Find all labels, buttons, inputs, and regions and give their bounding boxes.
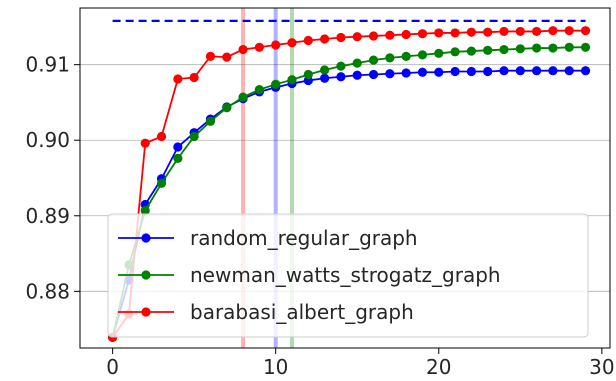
y-tick-label: 0.88 xyxy=(25,279,70,303)
x-tick-label: 0 xyxy=(106,355,119,379)
data-point xyxy=(287,38,297,48)
data-point xyxy=(189,131,199,142)
data-point xyxy=(352,70,362,80)
data-point xyxy=(336,32,346,43)
data-point xyxy=(173,74,183,84)
data-point xyxy=(564,26,574,36)
data-point xyxy=(401,51,411,61)
data-point xyxy=(254,42,264,52)
data-point xyxy=(320,34,330,44)
axis-ticks: 0.88 0.89 0.90 0.91 0 10 20 30 xyxy=(25,53,614,379)
data-point xyxy=(156,131,167,142)
data-point xyxy=(434,48,444,58)
data-point xyxy=(499,26,509,37)
data-point xyxy=(466,66,476,77)
data-point xyxy=(532,26,542,37)
data-point xyxy=(352,58,362,68)
data-point xyxy=(336,61,346,71)
y-tick-label: 0.90 xyxy=(25,128,70,152)
plot-frame xyxy=(79,7,611,349)
data-point xyxy=(173,142,183,152)
data-point xyxy=(564,42,574,52)
data-point xyxy=(499,66,509,76)
data-point xyxy=(434,28,444,38)
data-point xyxy=(450,28,460,38)
data-point xyxy=(254,85,264,95)
x-tick-label: 30 xyxy=(589,355,614,379)
data-point xyxy=(271,79,281,89)
data-point xyxy=(532,66,542,76)
data-point xyxy=(271,40,281,50)
data-point xyxy=(189,72,199,83)
legend-item: random_regular_graph xyxy=(118,226,418,250)
data-point xyxy=(417,29,428,39)
data-point xyxy=(580,26,591,36)
data-point xyxy=(515,66,525,76)
data-point xyxy=(173,153,183,163)
data-point xyxy=(417,67,428,77)
y-tick-label: 0.89 xyxy=(25,204,70,228)
data-point xyxy=(238,44,248,55)
data-point xyxy=(287,75,297,85)
data-point xyxy=(205,116,216,126)
legend-label: newman_watts_strogatz_graph xyxy=(190,263,501,287)
data-point xyxy=(450,66,460,77)
data-point xyxy=(564,66,574,76)
data-point xyxy=(548,66,558,76)
y-tick-label: 0.91 xyxy=(25,53,70,77)
data-point xyxy=(483,66,493,77)
data-point xyxy=(238,92,248,102)
data-point xyxy=(434,67,444,77)
data-point xyxy=(580,42,591,52)
data-point xyxy=(385,53,395,63)
legend-swatch-marker xyxy=(141,233,151,243)
data-point xyxy=(222,103,232,113)
data-point xyxy=(401,68,411,78)
data-point xyxy=(320,73,330,83)
data-point xyxy=(401,29,411,40)
data-point xyxy=(580,66,591,76)
data-point xyxy=(368,69,379,80)
data-point xyxy=(499,44,509,55)
data-point xyxy=(466,46,476,56)
data-point xyxy=(140,138,150,148)
data-point xyxy=(156,178,167,188)
data-point xyxy=(303,69,313,80)
data-point xyxy=(336,72,346,82)
data-point xyxy=(368,31,379,41)
legend-label: random_regular_graph xyxy=(190,226,418,250)
data-point xyxy=(532,43,542,53)
series-group xyxy=(108,26,591,343)
data-point xyxy=(466,27,476,37)
data-point xyxy=(548,43,558,53)
data-point xyxy=(352,32,362,42)
legend-swatch-marker xyxy=(141,270,151,280)
data-point xyxy=(320,65,330,75)
series-barabasi_albert_graph xyxy=(108,26,591,343)
x-tick-label: 20 xyxy=(426,355,451,379)
data-point xyxy=(205,51,216,61)
data-point xyxy=(450,47,460,57)
data-point xyxy=(483,45,493,55)
data-point xyxy=(548,26,558,36)
legend-box xyxy=(107,213,589,338)
x-tick-label: 10 xyxy=(263,355,288,379)
legend: random_regular_graph newman_watts_strogat… xyxy=(107,213,589,338)
data-point xyxy=(385,69,395,79)
data-point xyxy=(483,27,493,37)
data-point xyxy=(303,35,313,46)
data-point xyxy=(515,44,525,54)
data-point xyxy=(417,50,428,60)
legend-item: newman_watts_strogatz_graph xyxy=(118,263,501,287)
data-point xyxy=(222,52,232,62)
data-point xyxy=(385,30,395,40)
legend-swatch-marker xyxy=(141,307,151,317)
data-point xyxy=(140,205,150,216)
legend-label: barabasi_albert_graph xyxy=(190,300,414,324)
legend-item: barabasi_albert_graph xyxy=(118,300,414,324)
data-point xyxy=(515,26,525,37)
data-point xyxy=(368,55,379,65)
